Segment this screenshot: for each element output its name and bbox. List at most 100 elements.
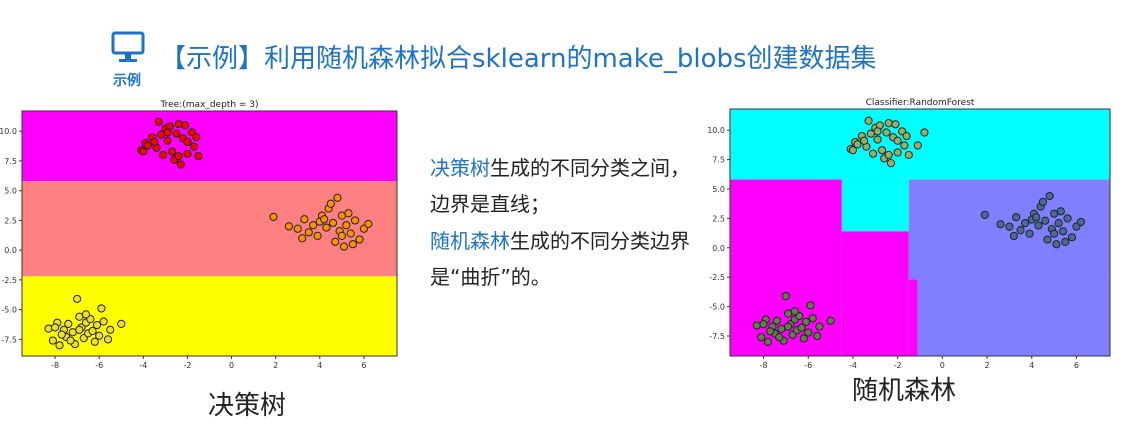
tree-point-s0 [189,142,199,151]
rf-xtick-label: 0 [940,361,945,370]
rf-ytick-label: -2.5 [709,273,725,282]
rf-point-s1 [1016,226,1025,235]
tree-ytick-label: -7.5 [1,335,17,344]
tree-point-s0 [139,147,148,156]
tree-point-s1 [326,199,335,208]
tree-ytick-label: 0.0 [4,246,17,255]
rf-region-6 [917,279,1110,356]
tree-point-s0 [174,119,183,129]
rf-point-s1 [1025,229,1034,238]
tree-point-s1 [333,193,342,202]
tree-point-s2 [44,324,53,333]
tree-point-s1 [346,229,355,238]
rf-point-s2 [813,331,822,341]
rf-region-1 [841,179,909,232]
tree-point-s1 [328,218,338,227]
rf-point-s0 [884,150,893,159]
tree-point-s2 [117,319,126,328]
rf-point-s2 [826,316,835,325]
tree-point-s0 [192,133,201,142]
tree-xtick-label: -4 [139,361,147,370]
tree-point-s2 [97,304,106,313]
tree-point-s1 [298,234,307,243]
tree-title: Tree:(max_depth = 3) [159,100,258,110]
rf-xtick-label: -6 [804,361,812,370]
rf-point-s0 [904,150,913,159]
rf-point-s0 [848,146,858,155]
rf-point-s2 [766,327,775,336]
rf-point-s0 [882,128,891,137]
tree-point-s0 [143,141,152,150]
tree-point-s2 [106,325,115,334]
tree-ytick-label: 10.0 [0,127,17,136]
tree-point-s1 [293,224,302,233]
rf-point-s1 [1056,207,1065,216]
rf-point-s0 [864,116,873,125]
rf-xtick-label: 2 [985,361,990,370]
random-forest-chart: Classifier:RandomForest -8 -6 -4 -2 0 2 4 6 -7.5 -… [707,98,1111,370]
tree-ytick-label: -2.5 [1,276,17,285]
rf-point-s0 [873,135,882,144]
rf-point-s1 [1058,227,1068,236]
rf-point-s0 [860,136,869,145]
tree-ytick-label: -5.0 [1,306,17,315]
rf-ytick-label: 0.0 [712,244,725,253]
tree-ytick-label: 7.5 [4,157,17,166]
tree-point-s2 [90,337,99,346]
tree-point-s1 [339,242,349,251]
rf-point-s2 [815,322,824,331]
highlight-forest: 随机森林 [430,228,510,253]
rf-ytick-label: 7.5 [712,156,725,165]
description-forest: 随机森林生成的不同分类边界是“曲折”的。 [430,223,695,296]
rf-point-s1 [1076,217,1086,227]
rf-title: Classifier:RandomForest [866,98,975,108]
tree-point-s1 [337,211,346,220]
rf-point-s2 [781,291,790,301]
tree-ytick-label: 5.0 [4,187,17,196]
tree-xtick-label: 6 [361,361,366,370]
rf-point-s1 [1041,216,1050,225]
rf-point-s2 [772,316,782,325]
tree-point-s2 [92,320,102,330]
rf-plot-frame [729,108,1111,357]
tree-point-s2 [99,317,108,326]
rf-point-s1 [1012,213,1021,222]
tree-point-s0 [183,137,192,147]
tree-ytick-label: 2.5 [4,216,17,225]
rf-point-s1 [1054,218,1063,228]
tree-point-s0 [150,137,159,147]
forest-caption: 随机森林 [852,376,957,406]
monitor-icon [111,31,145,62]
rf-region-3 [841,231,909,356]
example-label: 示例 [113,73,141,89]
rf-point-s0 [900,141,909,150]
tree-point-s0 [183,149,192,158]
rf-ytick-label: -5.0 [709,303,725,312]
tree-point-s2 [95,331,104,340]
rf-point-s2 [752,321,761,330]
tree-point-s1 [364,219,373,229]
tree-point-s0 [181,121,190,130]
tree-point-s1 [350,216,360,225]
tree-point-s2 [75,325,84,334]
rf-xtick-label: 6 [1074,361,1079,370]
tree-plot-frame [21,110,398,357]
rf-point-s0 [913,141,922,150]
tree-point-s2 [68,328,77,337]
description-tree: 决策树生成的不同分类之间，边界是直线； [430,150,695,223]
tree-point-s2 [88,326,97,336]
rf-point-s2 [806,301,815,310]
tree-point-s2 [103,335,113,344]
rf-point-s1 [1050,209,1059,218]
rf-point-s0 [884,119,893,128]
tree-point-s0 [194,152,203,161]
tree-point-s0 [172,129,181,138]
tree-point-s1 [300,215,309,224]
tree-point-s0 [154,117,163,126]
description: 决策树生成的不同分类之间，边界是直线； 随机森林生成的不同分类边界是“曲折”的。 [430,150,695,296]
tree-point-s0 [163,136,172,145]
rf-point-s0 [886,159,896,168]
rf-point-s1 [1020,218,1030,228]
tree-caption: 决策树 [208,391,287,421]
rf-point-s1 [1063,214,1072,223]
